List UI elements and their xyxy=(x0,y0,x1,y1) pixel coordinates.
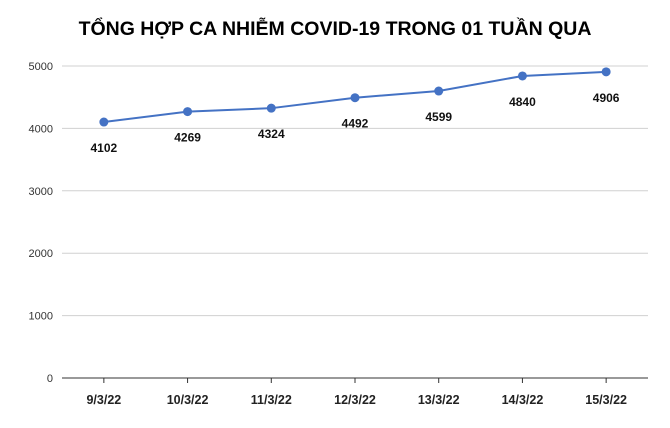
x-tick-label: 14/3/22 xyxy=(502,393,544,407)
data-label: 4102 xyxy=(91,141,118,155)
data-label: 4840 xyxy=(509,95,536,109)
x-tick-label: 9/3/22 xyxy=(86,393,121,407)
data-label: 4324 xyxy=(258,127,285,141)
data-point xyxy=(350,93,360,103)
data-label: 4599 xyxy=(425,110,452,124)
chart-title: TỔNG HỢP CA NHIỄM COVID-19 TRONG 01 TUẦN… xyxy=(78,18,592,40)
data-point xyxy=(434,86,444,96)
y-tick-label: 3000 xyxy=(29,186,53,198)
data-point xyxy=(266,103,276,113)
y-tick-label: 5000 xyxy=(29,61,53,73)
data-point xyxy=(99,117,109,127)
x-tick-label: 13/3/22 xyxy=(418,393,460,407)
y-tick-label: 4000 xyxy=(29,123,53,135)
x-tick-label: 15/3/22 xyxy=(585,393,627,407)
data-point xyxy=(601,67,611,77)
data-label: 4269 xyxy=(174,131,201,145)
y-tick-label: 0 xyxy=(47,373,53,385)
x-tick-label: 12/3/22 xyxy=(334,393,376,407)
x-tick-label: 11/3/22 xyxy=(251,393,292,407)
data-label: 4906 xyxy=(593,91,620,105)
data-point xyxy=(183,107,193,117)
data-label: 4492 xyxy=(342,117,369,131)
y-tick-label: 2000 xyxy=(29,248,53,260)
x-tick-label: 10/3/22 xyxy=(167,393,209,407)
data-point xyxy=(517,71,527,81)
y-tick-label: 1000 xyxy=(29,311,53,323)
